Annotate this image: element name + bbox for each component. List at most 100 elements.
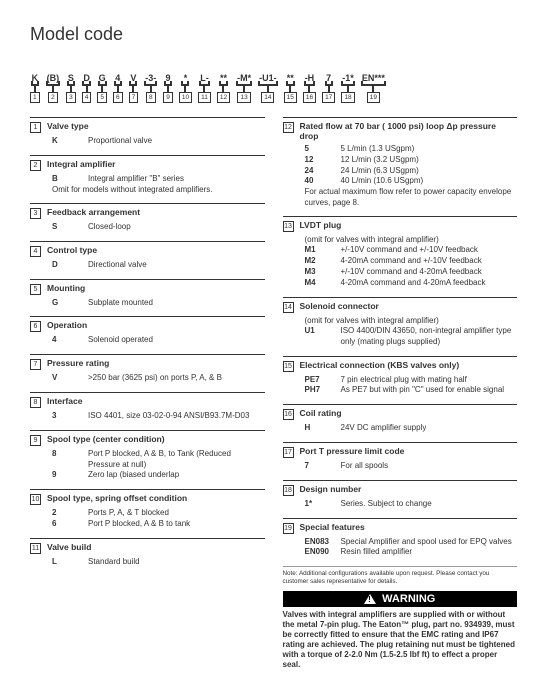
- option-row: 2 Ports P, A, & T blocked: [52, 508, 265, 519]
- option-desc: 24V DC amplifier supply: [341, 423, 427, 434]
- option-code: M4: [305, 278, 335, 289]
- option-code: M3: [305, 267, 335, 278]
- segment-label: K: [31, 73, 40, 86]
- option-desc: >250 bar (3625 psi) on ports P, A, & B: [88, 373, 222, 384]
- segment-number: 16: [303, 92, 316, 103]
- section: 18 Design number 1* Series. Subject to c…: [283, 480, 518, 510]
- section: 16 Coil rating H 24V DC amplifier supply: [283, 404, 518, 434]
- code-segment: -3- 8: [144, 73, 157, 103]
- section-title: Operation: [47, 320, 87, 330]
- section: 13 LVDT plug (omit for valves with integ…: [283, 216, 518, 289]
- code-segment: G 5: [97, 73, 107, 103]
- section-number: 15: [283, 361, 294, 372]
- option-desc: ISO 4400/DIN 43650, non-integral amplifi…: [341, 326, 518, 348]
- option-code: S: [52, 222, 82, 233]
- code-segment: ** 12: [217, 73, 230, 103]
- code-segment: -1* 18: [341, 73, 355, 103]
- option-row: S Closed-loop: [52, 222, 265, 233]
- option-row: V >250 bar (3625 psi) on ports P, A, & B: [52, 373, 265, 384]
- section-title: Solenoid connector: [300, 301, 379, 311]
- model-code-strip: K 1(B) 2S 3D 4G 54 6V 7-3- 89 9* 10L- 11…: [30, 73, 517, 103]
- section-title: Control type: [47, 245, 97, 255]
- option-code: K: [52, 136, 82, 147]
- section-number: 19: [283, 523, 294, 534]
- segment-label: G: [98, 73, 107, 86]
- segment-number: 2: [48, 92, 58, 103]
- section: 9 Spool type (center condition) 8 Port P…: [30, 430, 265, 481]
- option-row: 5 5 L/min (1.3 USgpm): [305, 144, 518, 155]
- option-code: L: [52, 557, 82, 568]
- segment-number: 19: [367, 92, 380, 103]
- option-code: 8: [52, 449, 82, 471]
- option-desc: 40 L/min (10.6 USgpm): [341, 176, 424, 187]
- section-number: 16: [283, 409, 294, 420]
- option-code: PH7: [305, 385, 335, 396]
- section-title: Integral amplifier: [47, 159, 116, 169]
- option-desc: Zero lap (biased underlap: [88, 470, 179, 481]
- code-segment: V 7: [129, 73, 139, 103]
- option-desc: 7 pin electrical plug with mating half: [341, 375, 467, 386]
- option-row: EN090 Resin filled amplifier: [305, 547, 518, 558]
- section-title: Spool type, spring offset condition: [47, 493, 187, 503]
- option-desc: As PE7 but with pin "C" used for enable …: [341, 385, 505, 396]
- option-code: V: [52, 373, 82, 384]
- segment-number: 1: [30, 92, 40, 103]
- section-number: 1: [30, 122, 41, 133]
- option-code: EN090: [305, 547, 335, 558]
- section: 19 Special features EN083 Special Amplif…: [283, 518, 518, 559]
- option-code: 1*: [305, 499, 335, 510]
- segment-label: **: [219, 73, 228, 86]
- segment-number: 6: [113, 92, 123, 103]
- option-code: 7: [305, 461, 335, 472]
- option-row: U1 ISO 4400/DIN 43650, non-integral ampl…: [305, 326, 518, 348]
- code-segment: ** 15: [284, 73, 297, 103]
- option-desc: Special Amplifier and spool used for EPQ…: [341, 537, 512, 548]
- section: 8 Interface 3 ISO 4401, size 03-02-0-94 …: [30, 392, 265, 422]
- warning-header: WARNING: [283, 591, 518, 607]
- code-segment: D 4: [82, 73, 92, 103]
- section: 1 Valve type K Proportional valve: [30, 117, 265, 147]
- segment-number: 14: [261, 92, 274, 103]
- option-row: PE7 7 pin electrical plug with mating ha…: [305, 375, 518, 386]
- option-code: 9: [52, 470, 82, 481]
- option-code: PE7: [305, 375, 335, 386]
- section-title: Special features: [300, 522, 365, 532]
- segment-number: 5: [97, 92, 107, 103]
- section: 10 Spool type, spring offset condition 2…: [30, 489, 265, 530]
- option-desc: Port P blocked, A & B, to Tank (Reduced …: [88, 449, 265, 471]
- segment-label: 7: [325, 73, 333, 86]
- option-code: D: [52, 260, 82, 271]
- section-note: For actual maximum flow refer to power c…: [283, 187, 518, 208]
- section-number: 3: [30, 208, 41, 219]
- segment-number: 11: [198, 92, 211, 103]
- option-desc: Integral amplifier "B" series: [88, 174, 184, 185]
- option-row: PH7 As PE7 but with pin "C" used for ena…: [305, 385, 518, 396]
- section-title: Port T pressure limit code: [300, 446, 405, 456]
- right-column: 12 Rated flow at 70 bar ( 1000 psi) loop…: [283, 117, 518, 670]
- option-desc: Port P blocked, A & B to tank: [88, 519, 190, 530]
- segment-label: -H: [304, 73, 316, 86]
- section: 3 Feedback arrangement S Closed-loop: [30, 203, 265, 233]
- option-desc: +/-10V command and 4-20mA feedback: [341, 267, 482, 278]
- option-row: 24 24 L/min (6.3 USgpm): [305, 166, 518, 177]
- option-row: M3 +/-10V command and 4-20mA feedback: [305, 267, 518, 278]
- option-code: 3: [52, 411, 82, 422]
- option-row: L Standard build: [52, 557, 265, 568]
- segment-number: 18: [341, 92, 354, 103]
- warning-text: Valves with integral amplifiers are supp…: [283, 607, 518, 670]
- option-code: 5: [305, 144, 335, 155]
- option-code: 24: [305, 166, 335, 177]
- code-segment: -U1- 14: [258, 73, 278, 103]
- option-code: 2: [52, 508, 82, 519]
- segment-number: 15: [284, 92, 297, 103]
- option-desc: 24 L/min (6.3 USgpm): [341, 166, 419, 177]
- segment-number: 17: [322, 92, 335, 103]
- section-number: 2: [30, 160, 41, 171]
- segment-label: S: [67, 73, 75, 86]
- section: 14 Solenoid connector (omit for valves w…: [283, 297, 518, 348]
- option-code: M2: [305, 256, 335, 267]
- section-title: Feedback arrangement: [47, 207, 140, 217]
- option-row: D Directional valve: [52, 260, 265, 271]
- section-title: LVDT plug: [300, 220, 342, 230]
- section-number: 14: [283, 302, 294, 313]
